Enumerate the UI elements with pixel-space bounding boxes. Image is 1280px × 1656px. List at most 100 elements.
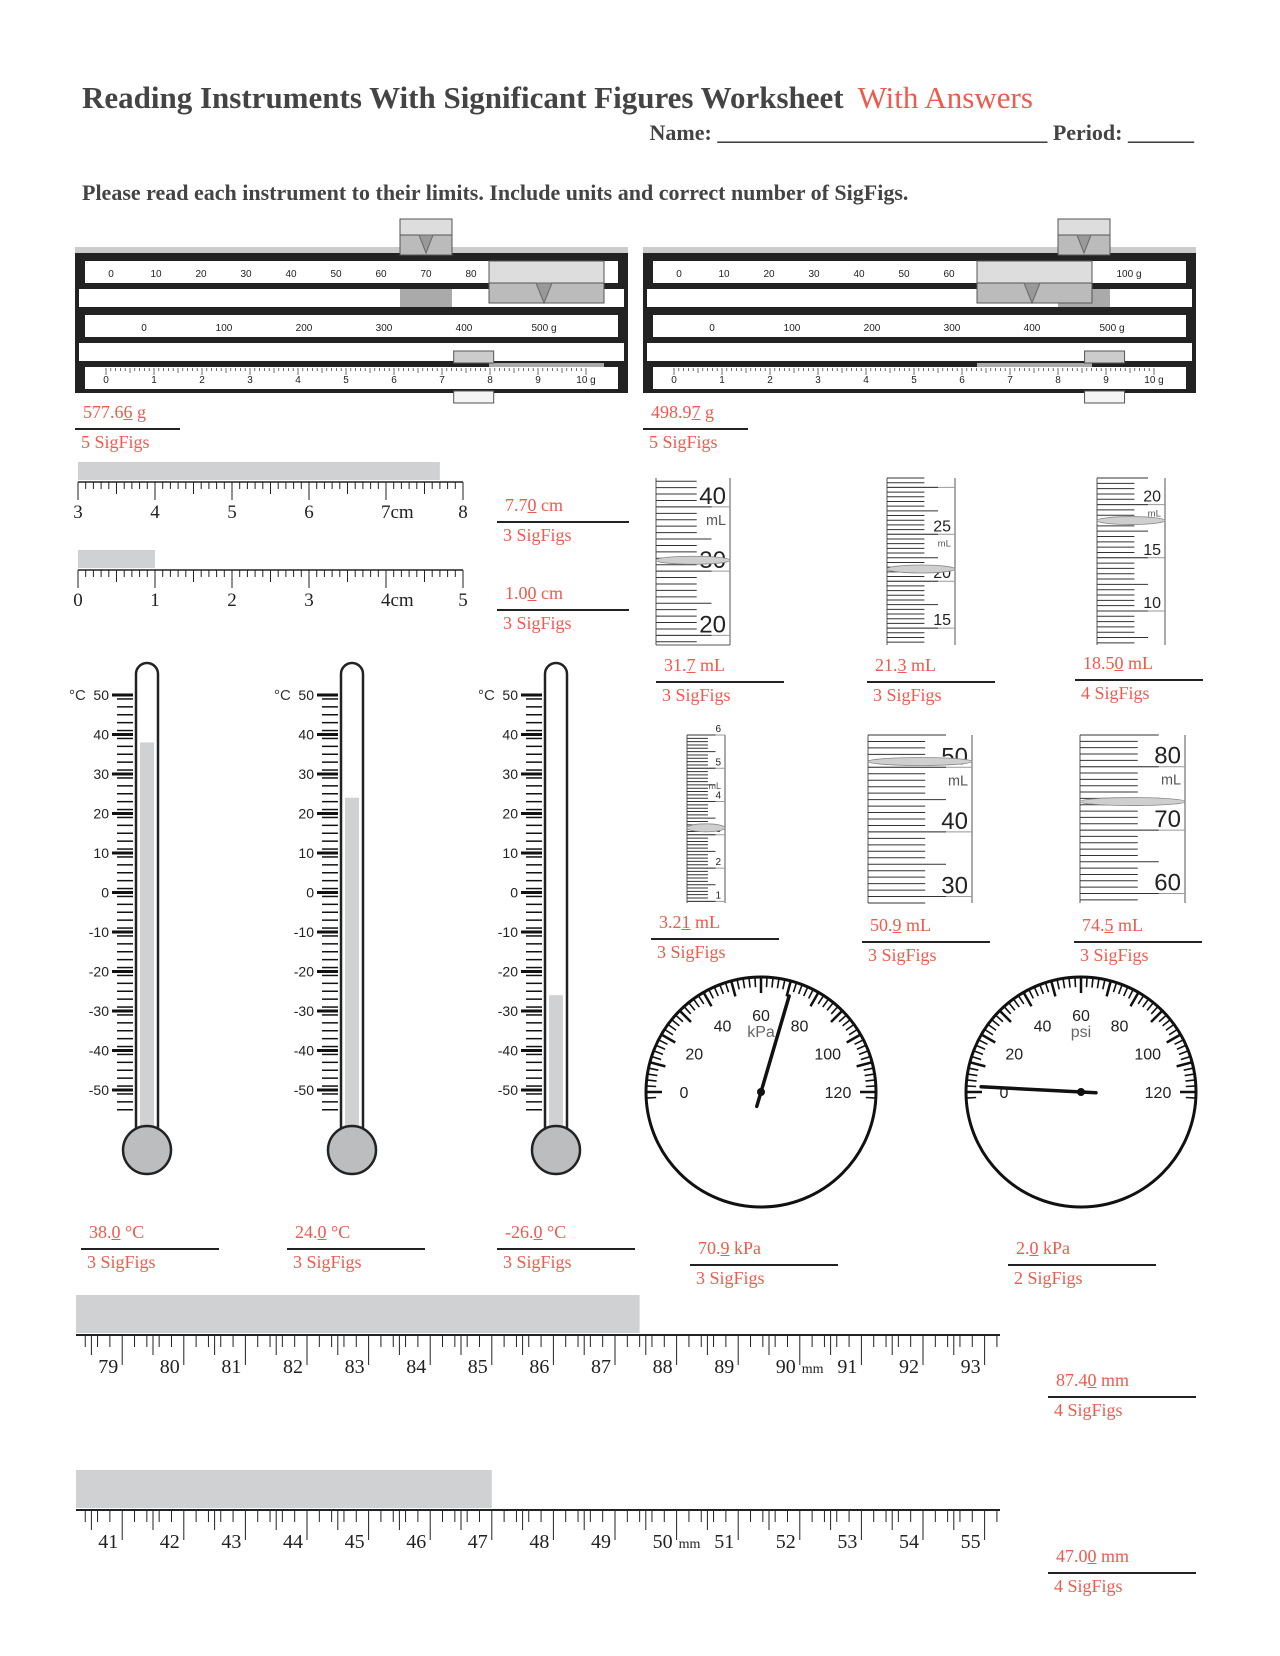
gauge-tick bbox=[978, 1039, 988, 1046]
thermometer-label: -40 bbox=[294, 1043, 314, 1059]
thermometer-liquid bbox=[345, 797, 359, 1135]
answer-line bbox=[656, 681, 784, 683]
beam-tick-label: 10 g bbox=[1144, 375, 1163, 386]
ruler-tick-label: 0 bbox=[73, 590, 83, 611]
cylinder-answer: 3.21 mL 3 SigFigs bbox=[651, 912, 779, 963]
gauge-label: 100 bbox=[1134, 1047, 1161, 1064]
answer-unit: mm bbox=[1096, 1370, 1130, 1390]
gauge-tick bbox=[1056, 979, 1060, 990]
gauge-tick bbox=[730, 980, 737, 997]
thermometer-label: 30 bbox=[298, 766, 314, 782]
period-field[interactable]: Period: ______ bbox=[1052, 120, 1194, 145]
gauge-label: 40 bbox=[714, 1018, 732, 1035]
beam-tick-label: 200 bbox=[864, 323, 881, 334]
ruler-tick-label: 5 bbox=[458, 590, 468, 611]
sigfig-count: 3 SigFigs bbox=[696, 1268, 765, 1288]
answer-digits: 31. bbox=[664, 655, 687, 675]
estimated-digit: 0 bbox=[527, 583, 537, 603]
gauge-tick bbox=[708, 989, 715, 999]
gauge-tick bbox=[646, 1096, 657, 1099]
beam-tick-label: 100 bbox=[784, 323, 801, 334]
gauge-tick bbox=[842, 1019, 851, 1027]
ruler-tick-label: 46 bbox=[406, 1531, 426, 1553]
gauge-answer: 2.0 kPa 2 SigFigs bbox=[1008, 1238, 1156, 1289]
sigfig-count: 5 SigFigs bbox=[649, 432, 718, 452]
beam-tick-label: 300 bbox=[944, 323, 961, 334]
beam-tick-label: 0 bbox=[676, 269, 682, 280]
thermometer-answer: -26.0 °C 3 SigFigs bbox=[497, 1222, 635, 1273]
beam-tick-label: 5 bbox=[911, 375, 917, 386]
thermometer-liquid bbox=[549, 995, 563, 1135]
thermometer-unit: °C bbox=[478, 687, 495, 704]
ruler-tick-label: 8 bbox=[458, 502, 468, 523]
gauge-tick bbox=[782, 979, 786, 990]
estimated-digit: 3 bbox=[897, 655, 907, 675]
thermometer-label: 40 bbox=[502, 727, 518, 743]
sigfig-count: 3 SigFigs bbox=[503, 1252, 572, 1272]
answer-unit: mL bbox=[906, 655, 936, 675]
answer-unit: kPa bbox=[1038, 1238, 1070, 1258]
sigfig-count: 3 SigFigs bbox=[503, 613, 572, 633]
answer-unit: cm bbox=[536, 583, 563, 603]
ruler-tick-label: 3 bbox=[73, 502, 83, 523]
gauge-tick bbox=[1168, 1028, 1178, 1036]
answer-line bbox=[497, 1248, 635, 1250]
gauge-tick bbox=[998, 1009, 1012, 1023]
meniscus bbox=[867, 757, 973, 766]
thermometer-label: -30 bbox=[498, 1003, 518, 1019]
thermometer-label: -10 bbox=[294, 924, 314, 940]
beam-tick-label: 3 bbox=[247, 375, 253, 386]
answer-value: 7.70 cm bbox=[497, 495, 629, 519]
sigfig-count: 4 SigFigs bbox=[1054, 1400, 1123, 1420]
gauge-tick bbox=[822, 998, 830, 1008]
ruler-tick-label: 49 bbox=[591, 1531, 611, 1553]
gauge-tick bbox=[1162, 1019, 1171, 1027]
gauge-label: 80 bbox=[1111, 1018, 1129, 1035]
sigfig-count: 3 SigFigs bbox=[873, 685, 942, 705]
gauge-tick bbox=[1033, 986, 1040, 997]
rider-10g-bottom bbox=[1084, 390, 1126, 404]
answer-digits: 3.2 bbox=[659, 912, 682, 932]
gauge-needle bbox=[755, 994, 791, 1109]
unit-label: mL bbox=[948, 773, 968, 789]
answer-digits: 7.7 bbox=[505, 495, 528, 515]
ruler-answer: 7.70 cm 3 SigFigs bbox=[497, 495, 629, 546]
answer-value: 18.50 mL bbox=[1075, 653, 1203, 677]
thermometer-label: -50 bbox=[294, 1082, 314, 1098]
gauge-label: 0 bbox=[680, 1085, 689, 1102]
gauge-tick bbox=[724, 982, 730, 993]
gauge-label: 80 bbox=[791, 1018, 809, 1035]
beam-tick-label: 1 bbox=[719, 375, 725, 386]
ruler-tick-label: 86 bbox=[529, 1356, 549, 1378]
answer-line bbox=[497, 521, 629, 523]
thermometer-label: 10 bbox=[298, 845, 314, 861]
beam-tick-label: 5 bbox=[343, 375, 349, 386]
meniscus bbox=[1079, 797, 1186, 806]
beam-tick-label: 100 bbox=[216, 323, 233, 334]
beam-tick-label: 10 bbox=[150, 269, 162, 280]
ruler-tick-label: 48 bbox=[529, 1531, 549, 1553]
beam-tick-label: 0 bbox=[709, 323, 715, 334]
gauge-tick bbox=[1068, 977, 1071, 988]
answer-unit: °C bbox=[120, 1222, 145, 1242]
measured-object bbox=[76, 1295, 640, 1333]
beam-scale-strip bbox=[85, 315, 618, 337]
name-field[interactable]: Name: ______________________________ bbox=[649, 120, 1048, 145]
sigfig-count: 3 SigFigs bbox=[87, 1252, 156, 1272]
measured-object bbox=[78, 550, 155, 568]
ruler-tick-label: 54 bbox=[899, 1531, 919, 1553]
gauge-label: 120 bbox=[825, 1085, 852, 1102]
answer-value: 2.0 kPa bbox=[1008, 1238, 1156, 1262]
beam-tick-label: 9 bbox=[1103, 375, 1109, 386]
gauge-tick bbox=[1017, 995, 1025, 1005]
answer-unit: g bbox=[700, 402, 714, 422]
gauge-tick bbox=[830, 1009, 844, 1023]
estimated-digit: 0 bbox=[317, 1222, 327, 1242]
beam-bar bbox=[79, 343, 624, 361]
gauge-tick bbox=[647, 1073, 658, 1077]
gauge-tick bbox=[967, 1073, 978, 1077]
beam-tick-label: 500 g bbox=[531, 323, 556, 334]
gauge-tick bbox=[765, 977, 768, 988]
thermometer-bulb bbox=[326, 1124, 378, 1176]
gauge-tick bbox=[1105, 980, 1112, 997]
